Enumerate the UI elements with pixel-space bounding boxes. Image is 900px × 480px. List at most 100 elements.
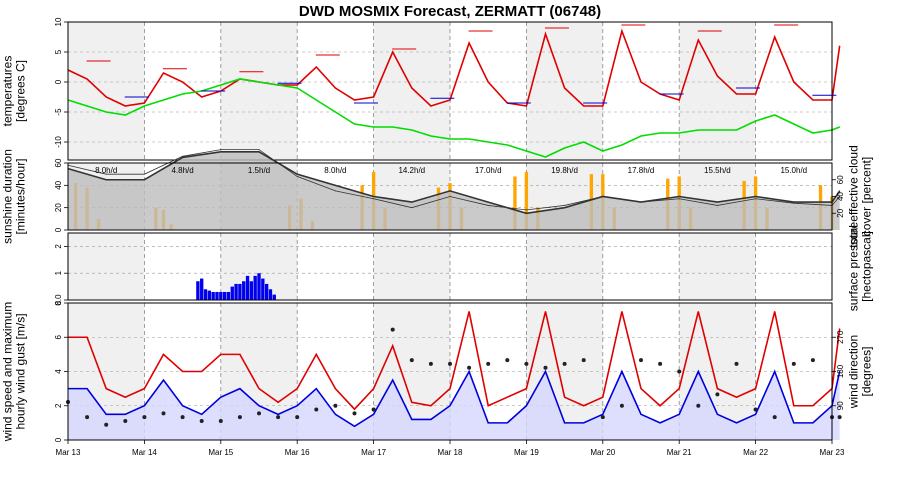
series-dew-point xyxy=(67,78,840,158)
series-wind-direction-point xyxy=(428,361,433,366)
series-cloud-cover-alt-point xyxy=(220,149,222,151)
y2-tick-label: 60 xyxy=(836,175,845,184)
series-dew-point-point xyxy=(839,126,841,128)
series-wind-direction-point xyxy=(562,361,567,366)
x-tick-label: Mar 13 xyxy=(56,448,81,457)
series-dew-point-point xyxy=(258,81,260,83)
y-axis-label-line-1: [minutes/hour] xyxy=(14,158,28,234)
series-wind-gust-point xyxy=(373,388,375,390)
series-dew-point-point xyxy=(774,114,776,116)
series-wind-gust-point xyxy=(430,405,432,407)
series-cloud-cover-alt-point xyxy=(373,198,375,200)
panel-wind: 0 2 4 6 8 90 180 270 wind speed and maximum hourl… xyxy=(1,300,874,442)
y2-axis-label-line-0: total effective cloud xyxy=(847,145,861,248)
series-cloud-cover-point xyxy=(716,201,718,203)
panel-precipitation: 0.0 1 2 surface pressure [hectopascal] xyxy=(54,221,874,311)
y-tick-label: 5 xyxy=(54,49,63,54)
series-dew-point-point xyxy=(659,132,661,134)
series-precipitation-bar xyxy=(230,286,234,300)
series-dew-point-point xyxy=(124,114,126,116)
series-temperature-point xyxy=(736,93,737,95)
series-dew-point-point xyxy=(697,129,699,131)
day-shade xyxy=(373,233,450,300)
day-shade xyxy=(679,22,756,160)
series-precipitation-bar xyxy=(234,283,238,300)
series-wind-direction-point xyxy=(142,415,147,420)
series-wind-speed-point xyxy=(640,413,642,415)
series-dew-point-point xyxy=(411,129,413,131)
series-temperature-point xyxy=(697,39,699,41)
series-wind-direction-point xyxy=(639,358,643,363)
series-dew-point-point xyxy=(716,129,718,131)
series-dew-point-point xyxy=(545,156,546,158)
series-cloud-cover-point xyxy=(839,190,841,192)
y-tick-label: 10 xyxy=(54,17,63,26)
series-temperature-point xyxy=(774,36,776,38)
y-tick-label: -5 xyxy=(54,108,63,116)
series-wind-speed-point xyxy=(124,413,126,415)
series-wind-speed-point xyxy=(506,422,508,424)
series-temperature-point xyxy=(296,84,298,86)
series-wind-gust-point xyxy=(258,388,260,390)
series-wind-direction-point xyxy=(486,361,491,366)
y2-axis-label-line-1: cover [percent] xyxy=(860,157,874,236)
series-precipitation-bar xyxy=(261,278,265,300)
y-tick-label: 1 xyxy=(54,270,63,275)
series-dew-point-point xyxy=(678,132,680,134)
y-tick-label: 60 xyxy=(54,158,63,167)
day-shade xyxy=(68,233,145,300)
series-dew-point-point xyxy=(755,120,757,122)
series-cloud-cover-point xyxy=(793,201,795,203)
series-dew-point-point xyxy=(182,93,184,95)
series-precipitation-bar xyxy=(203,289,208,300)
series-cloud-cover-point xyxy=(143,179,145,181)
series-wind-speed-point xyxy=(143,405,145,407)
y-tick-label: 0 xyxy=(54,437,63,442)
series-wind-direction-point xyxy=(104,422,109,427)
series-wind-direction-point xyxy=(85,415,90,420)
x-tick-label: Mar 16 xyxy=(285,448,310,457)
y-tick-label: 20 xyxy=(54,203,63,212)
series-wind-direction-point xyxy=(390,327,395,332)
series-wind-gust-point xyxy=(697,311,699,313)
series-wind-gust-point xyxy=(468,311,470,313)
series-dew-point-point xyxy=(86,105,88,107)
series-cloud-cover-alt-point xyxy=(716,204,718,206)
y2-tick-label: 180 xyxy=(836,364,845,378)
y-tick-label: 0 xyxy=(54,227,63,232)
series-precipitation-bar xyxy=(207,290,212,300)
series-cloud-cover-alt-point xyxy=(839,196,841,197)
y-tick-text: 6 xyxy=(54,334,63,339)
series-temperature-point xyxy=(793,81,795,83)
day-shade xyxy=(220,22,298,160)
series-cloud-cover-point xyxy=(678,196,680,197)
series-dew-point-point xyxy=(468,138,470,140)
y-tick-text: 40 xyxy=(54,180,63,189)
y-tick-label: 2 xyxy=(54,403,63,408)
series-wind-gust-point xyxy=(774,311,776,313)
series-wind-direction-point xyxy=(734,361,739,366)
day-sunshine-label: 17.8h/d xyxy=(628,166,655,175)
series-cloud-cover-point xyxy=(105,179,107,181)
series-wind-speed-point xyxy=(774,371,776,372)
series-wind-gust-point xyxy=(201,371,203,372)
series-cloud-cover-alt-point xyxy=(602,196,604,197)
series-wind-speed-point xyxy=(163,379,164,381)
series-precipitation-bar xyxy=(219,291,223,300)
day-sunshine-label: 8.0h/d xyxy=(95,166,117,175)
series-temperature-point xyxy=(315,66,317,68)
series-wind-speed-point xyxy=(545,371,546,372)
y-tick-text: 0.0 xyxy=(54,294,63,306)
series-wind-speed-point xyxy=(334,413,336,415)
series-wind-direction-point xyxy=(123,418,128,423)
x-tick-label: Mar 22 xyxy=(743,448,768,457)
x-tick-label: Mar 18 xyxy=(438,448,463,457)
series-wind-gust-point xyxy=(392,345,394,347)
series-temperature-point xyxy=(812,99,814,101)
series-wind-direction-point xyxy=(619,403,624,408)
day-shade xyxy=(526,22,603,160)
series-cloud-cover-point xyxy=(373,196,375,197)
series-precipitation-bar xyxy=(222,291,227,300)
series-dew-point-point xyxy=(315,99,317,101)
